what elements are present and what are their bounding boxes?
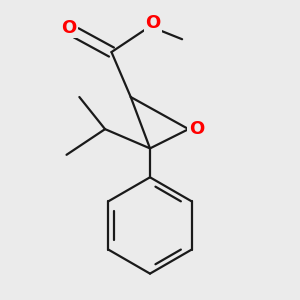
Text: O: O [189,120,204,138]
Text: O: O [146,14,161,32]
Text: O: O [61,19,77,37]
